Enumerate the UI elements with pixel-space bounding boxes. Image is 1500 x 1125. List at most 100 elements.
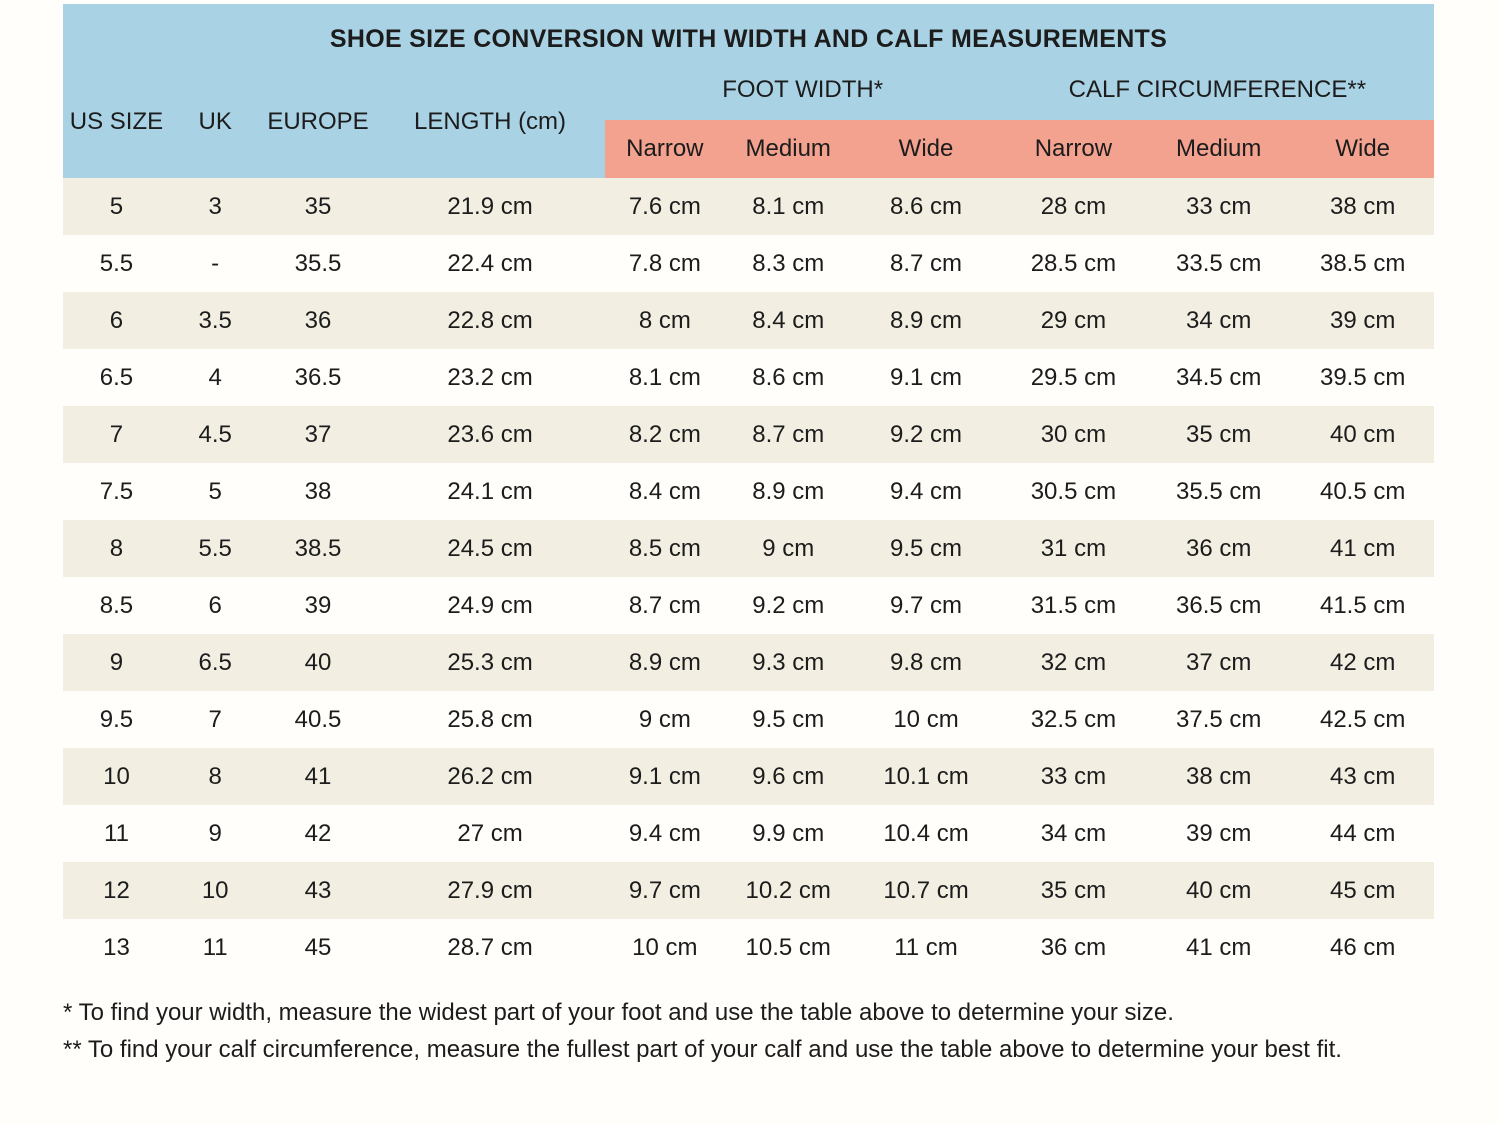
table-cell: 36.5 — [294, 364, 342, 391]
table-cell: 9.2 cm — [752, 592, 825, 619]
title-row: SHOE SIZE CONVERSION WITH WIDTH AND CALF… — [63, 4, 1434, 66]
table-cell: 11 — [202, 934, 228, 961]
table-cell: 36 cm — [1186, 535, 1252, 562]
table-cell: 38 cm — [1186, 763, 1252, 790]
column-header-foot-width-medium: Medium — [725, 120, 852, 178]
table-cell: 41 cm — [1186, 934, 1252, 961]
table-cell: 9 — [109, 649, 124, 676]
table-cell: 9 cm — [638, 706, 691, 733]
table-cell: 33 cm — [1040, 763, 1107, 790]
table-cell: 8.9 cm — [890, 307, 963, 334]
table-cell: 21.9 cm — [447, 193, 533, 220]
column-header-europe: EUROPE — [260, 66, 376, 178]
table-row: 11 9 42 27 cm 9.4 cm 9.9 cm 10.4 cm 34 cm 39 cm 4… — [63, 805, 1434, 862]
table-cell: 28.5 cm — [1030, 250, 1117, 277]
table-cell: 36.5 cm — [1176, 592, 1262, 619]
table-cell: 42 — [304, 820, 332, 847]
table-cell: 5.5 — [198, 535, 232, 562]
table-row: 7.5 5 38 24.1 cm 8.4 cm 8.9 cm 9.4 cm 30.5 cm 35… — [63, 463, 1434, 520]
table-cell: 39 — [304, 592, 332, 619]
table-cell: 35.5 — [294, 250, 342, 277]
table-cell: 35.5 cm — [1176, 478, 1262, 505]
table-cell: 9.9 cm — [752, 820, 825, 847]
table-cell: 22.4 cm — [447, 250, 533, 277]
table-cell: 45 cm — [1330, 877, 1396, 904]
table-cell: 38 — [304, 478, 332, 505]
table-cell: 27 cm — [457, 820, 523, 847]
footnote-calf-circumference: ** To find your calf circumference, meas… — [63, 1036, 1342, 1063]
table-cell: 42 cm — [1330, 649, 1396, 676]
table-cell: 40 — [304, 649, 332, 676]
table-cell: 8.4 cm — [752, 307, 825, 334]
table-cell: 37.5 cm — [1176, 706, 1262, 733]
table-cell: 9.6 cm — [752, 763, 825, 790]
table-cell: 34 cm — [1186, 307, 1252, 334]
table-cell: 5 — [208, 478, 222, 505]
table-cell: 9.5 cm — [890, 535, 963, 562]
table-cell: 8.3 cm — [752, 250, 825, 277]
table-cell: 10 — [201, 877, 229, 904]
table-row: 9.5 7 40.5 25.8 cm 9 cm 9.5 cm 10 cm 32.5 cm 37.… — [63, 691, 1434, 748]
column-header-length: LENGTH (cm) — [375, 66, 605, 178]
table-cell: 39 cm — [1330, 307, 1396, 334]
table-cell: 6 — [208, 592, 222, 619]
table-cell: 9.1 cm — [890, 364, 963, 391]
table-cell: 43 cm — [1330, 763, 1396, 790]
table-cell: - — [211, 250, 220, 277]
table-cell: 30.5 cm — [1030, 478, 1117, 505]
table-cell: 45 — [304, 934, 332, 961]
table-cell: 23.2 cm — [447, 364, 533, 391]
table-cell: 28.7 cm — [447, 934, 533, 961]
table-cell: 31.5 cm — [1030, 592, 1117, 619]
table-row: 10 8 41 26.2 cm 9.1 cm 9.6 cm 10.1 cm 33 cm 38 c… — [63, 748, 1434, 805]
table-cell: 24.9 cm — [447, 592, 533, 619]
table-cell: 41 — [304, 763, 332, 790]
table-cell: 8.7 cm — [628, 592, 701, 619]
table-cell: 9.4 cm — [628, 820, 701, 847]
table-cell: 8.5 — [99, 592, 134, 619]
table-cell: 8.9 cm — [628, 649, 701, 676]
table-cell: 38 cm — [1330, 193, 1396, 220]
table-cell: 39 cm — [1186, 820, 1252, 847]
table-cell: 10.2 cm — [745, 877, 831, 904]
table-cell: 10.5 cm — [745, 934, 831, 961]
table-row: 5 3 35 21.9 cm 7.6 cm 8.1 cm 8.6 cm 28 cm 33 cm 3… — [63, 178, 1434, 235]
table-cell: 8 — [109, 535, 124, 562]
table-cell: 7.6 cm — [628, 193, 701, 220]
table-cell: 9.2 cm — [890, 421, 963, 448]
table-cell: 43 — [304, 877, 332, 904]
group-header-foot-width: FOOT WIDTH* — [604, 66, 1001, 120]
table-cell: 34.5 cm — [1176, 364, 1262, 391]
column-header-uk: UK — [169, 66, 261, 178]
group-header-calf-circumference: CALF CIRCUMFERENCE** — [1000, 66, 1434, 120]
footnotes: * To find your width, measure the widest… — [63, 994, 1434, 1068]
table-cell: 8.4 cm — [628, 478, 701, 505]
table-cell: 10.1 cm — [883, 763, 969, 790]
table-row: 7 4.5 37 23.6 cm 8.2 cm 8.7 cm 9.2 cm 30 cm 35 c… — [63, 406, 1434, 463]
table-cell: 7.5 — [99, 478, 134, 505]
table-cell: 9.5 cm — [752, 706, 825, 733]
table-cell: 9.7 cm — [890, 592, 963, 619]
table-cell: 33 cm — [1186, 193, 1252, 220]
column-header-calf-narrow: Narrow — [1000, 120, 1147, 178]
table-cell: 4.5 — [198, 421, 232, 448]
column-header-foot-width-wide: Wide — [851, 120, 1001, 178]
table-cell: 34 cm — [1040, 820, 1107, 847]
table-cell: 10 — [103, 763, 130, 790]
table-title: SHOE SIZE CONVERSION WITH WIDTH AND CALF… — [63, 4, 1434, 66]
column-header-calf-wide: Wide — [1291, 120, 1434, 178]
table-row: 9 6.5 40 25.3 cm 8.9 cm 9.3 cm 9.8 cm 32 cm 37 c… — [63, 634, 1434, 691]
table-row: 12 10 43 27.9 cm 9.7 cm 10.2 cm 10.7 cm 35 cm 40… — [63, 862, 1434, 919]
group-header-row: US SIZE UK EUROPE LENGTH (cm) FOOT WIDTH… — [63, 66, 1434, 178]
table-cell: 8 — [208, 763, 222, 790]
table-cell: 4 — [208, 364, 222, 391]
table-cell: 24.1 cm — [447, 478, 533, 505]
table-cell: 40.5 — [294, 706, 342, 733]
table-cell: 10.7 cm — [883, 877, 969, 904]
table-cell: 36 cm — [1040, 934, 1107, 961]
table-row: 5.5 - 35.5 22.4 cm 7.8 cm 8.3 cm 8.7 cm 28.5 cm… — [63, 235, 1434, 292]
table-cell: 8 cm — [638, 307, 691, 334]
table-cell: 37 — [304, 421, 332, 448]
column-header-us-size: US SIZE — [63, 66, 170, 178]
table-cell: 29.5 cm — [1030, 364, 1117, 391]
